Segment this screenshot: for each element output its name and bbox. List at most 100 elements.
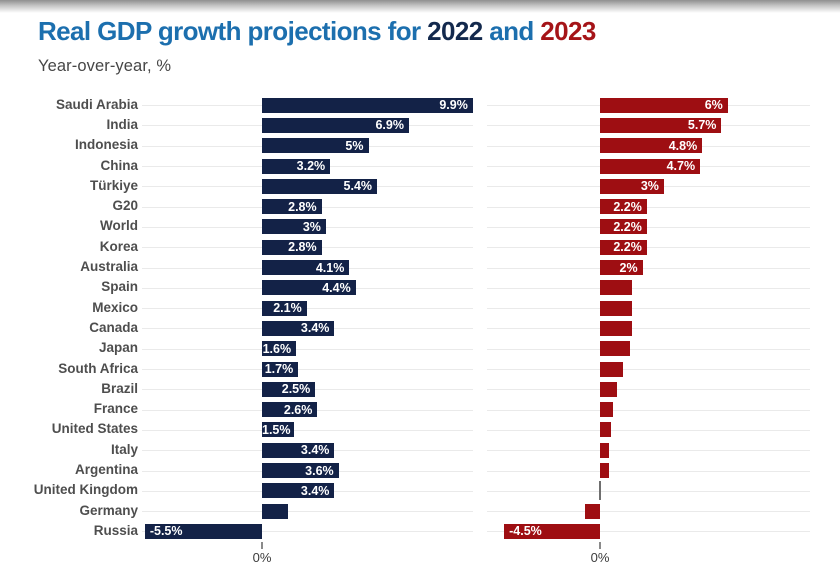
bar-value-label-2022-south-africa: 1.7% — [264, 362, 294, 377]
bar-value-label-2023-saudi-arabia: 6% — [704, 98, 723, 113]
country-label-brazil: Brazil — [101, 380, 138, 396]
bar-2022-france: 2.6% — [262, 402, 318, 418]
chart-row-united-kingdom: United Kingdom 3.4% — [0, 481, 840, 501]
screenshot-top-gradient-band — [0, 0, 840, 13]
chart-row-south-africa: South Africa 1.7% — [0, 359, 840, 379]
country-label-mexico: Mexico — [92, 299, 138, 315]
bar-2022-italy: 3.4% — [262, 442, 335, 458]
bar-value-label-2022-united-kingdom: 3.4% — [300, 483, 330, 498]
bar-value-label-2022-saudi-arabia: 9.9% — [439, 98, 468, 113]
bar-2023-australia: 2% — [600, 260, 643, 276]
gridline-2023 — [487, 511, 810, 513]
bar-value-label-2023-turkiye: 3% — [640, 179, 659, 194]
country-label-korea: Korea — [99, 238, 138, 254]
bar-2023-south-africa — [600, 361, 624, 377]
bar-2023-spain — [600, 280, 632, 296]
gridline-2022 — [142, 531, 473, 533]
chart-row-turkiye: Türkiye 5.4% 3% — [0, 176, 840, 196]
gridline-2023 — [487, 267, 810, 269]
bar-2022-united-states: 1.5% — [262, 422, 294, 438]
bar-2023-italy — [600, 442, 609, 458]
gridline-2023 — [487, 226, 810, 228]
zero-axis-label-2022: 0% — [252, 549, 272, 565]
country-label-turkiye: Türkiye — [89, 177, 138, 193]
chart-row-mexico: Mexico 2.1% — [0, 298, 840, 318]
bar-2023-united-kingdom-zero — [599, 481, 601, 501]
chart-row-world: World 3% 2.2% — [0, 217, 840, 237]
bar-2022-argentina: 3.6% — [262, 463, 339, 479]
bar-value-label-2023-korea: 2.2% — [613, 240, 642, 255]
bar-value-label-2023-china: 4.7% — [666, 159, 696, 174]
bar-value-label-2023-russia: -4.5% — [509, 524, 542, 539]
chart-row-spain: Spain 4.4% — [0, 278, 840, 298]
bar-value-label-2022-japan: 1.6% — [262, 341, 292, 356]
bar-2022-korea: 2.8% — [262, 239, 322, 255]
bar-value-label-2022-canada: 3.4% — [300, 321, 330, 336]
gridline-2023 — [487, 247, 810, 249]
bar-2023-mexico — [600, 300, 632, 316]
bar-value-label-2022-mexico: 2.1% — [273, 301, 302, 316]
chart-row-korea: Korea 2.8% 2.2% — [0, 237, 840, 257]
zero-tick-2023 — [599, 541, 601, 549]
gridline-2023 — [487, 409, 810, 411]
bar-value-label-2023-india: 5.7% — [687, 118, 717, 133]
gridline-2022 — [142, 429, 473, 431]
country-label-united-kingdom: United Kingdom — [33, 482, 138, 498]
bar-2023-brazil — [600, 381, 618, 397]
chart-subtitle: Year-over-year, % — [38, 57, 172, 75]
country-label-china: China — [100, 157, 138, 173]
bar-2022-spain: 4.4% — [262, 280, 356, 296]
country-label-india: India — [106, 116, 138, 132]
bar-2023-turkiye: 3% — [600, 178, 664, 194]
gridline-2023 — [487, 308, 810, 310]
bar-value-label-2023-world: 2.2% — [613, 219, 642, 234]
gridline-2023 — [487, 429, 810, 431]
chart-row-saudi-arabia: Saudi Arabia 9.9% 6% — [0, 95, 840, 115]
bar-value-label-2023-g20: 2.2% — [613, 199, 642, 214]
bar-2023-korea: 2.2% — [600, 239, 647, 255]
country-label-germany: Germany — [79, 502, 138, 518]
country-label-argentina: Argentina — [74, 462, 138, 478]
bar-value-label-2023-australia: 2% — [619, 260, 638, 275]
bar-2023-indonesia: 4.8% — [600, 138, 703, 154]
bar-2022-united-kingdom: 3.4% — [262, 483, 335, 499]
chart-row-argentina: Argentina 3.6% — [0, 460, 840, 480]
country-label-canada: Canada — [89, 319, 138, 335]
gridline-2023 — [487, 450, 810, 452]
chart-row-brazil: Brazil 2.5% — [0, 379, 840, 399]
bar-2023-canada — [600, 320, 632, 336]
bar-2023-world: 2.2% — [600, 219, 647, 235]
zero-tick-2022 — [261, 541, 263, 549]
chart-row-united-states: United States 1.5% — [0, 420, 840, 440]
chart-row-g20: G20 2.8% 2.2% — [0, 197, 840, 217]
chart-row-germany: Germany — [0, 501, 840, 521]
bar-2022-canada: 3.4% — [262, 320, 335, 336]
country-label-indonesia: Indonesia — [74, 137, 138, 153]
bar-2023-france — [600, 402, 613, 418]
bar-value-label-2022-world: 3% — [302, 219, 321, 234]
chart-row-indonesia: Indonesia 5% 4.8% — [0, 136, 840, 156]
page-title: Real GDP growth projections for 2022 and… — [38, 16, 818, 47]
chart-row-russia: Russia -5.5% -4.5% — [0, 521, 840, 541]
bar-2022-russia: -5.5% — [144, 523, 262, 539]
gdp-growth-bar-chart: 0% 0% Saudi Arabia 9.9% 6% India 6.9% 5.7% Ind… — [0, 95, 840, 569]
bar-2022-saudi-arabia: 9.9% — [262, 97, 473, 113]
country-label-united-states: United States — [51, 421, 138, 437]
bar-value-label-2022-turkiye: 5.4% — [343, 179, 373, 194]
bar-2022-g20: 2.8% — [262, 199, 322, 215]
gridline-2023 — [487, 389, 810, 391]
gridline-2022 — [142, 308, 473, 310]
bar-2022-turkiye: 5.4% — [262, 178, 378, 194]
bar-value-label-2022-indonesia: 5% — [345, 138, 364, 153]
bar-2022-india: 6.9% — [262, 117, 409, 133]
bar-2022-mexico: 2.1% — [262, 300, 307, 316]
title-conjunction: and — [489, 16, 534, 46]
country-label-russia: Russia — [93, 522, 138, 538]
bar-value-label-2022-united-states: 1.5% — [262, 422, 291, 437]
bar-value-label-2022-china: 3.2% — [296, 159, 326, 174]
gridline-2023 — [487, 531, 810, 533]
bar-2022-brazil: 2.5% — [262, 381, 316, 397]
bar-value-label-2022-argentina: 3.6% — [305, 463, 334, 478]
gridline-2023 — [487, 490, 810, 492]
bar-2023-china: 4.7% — [600, 158, 701, 174]
